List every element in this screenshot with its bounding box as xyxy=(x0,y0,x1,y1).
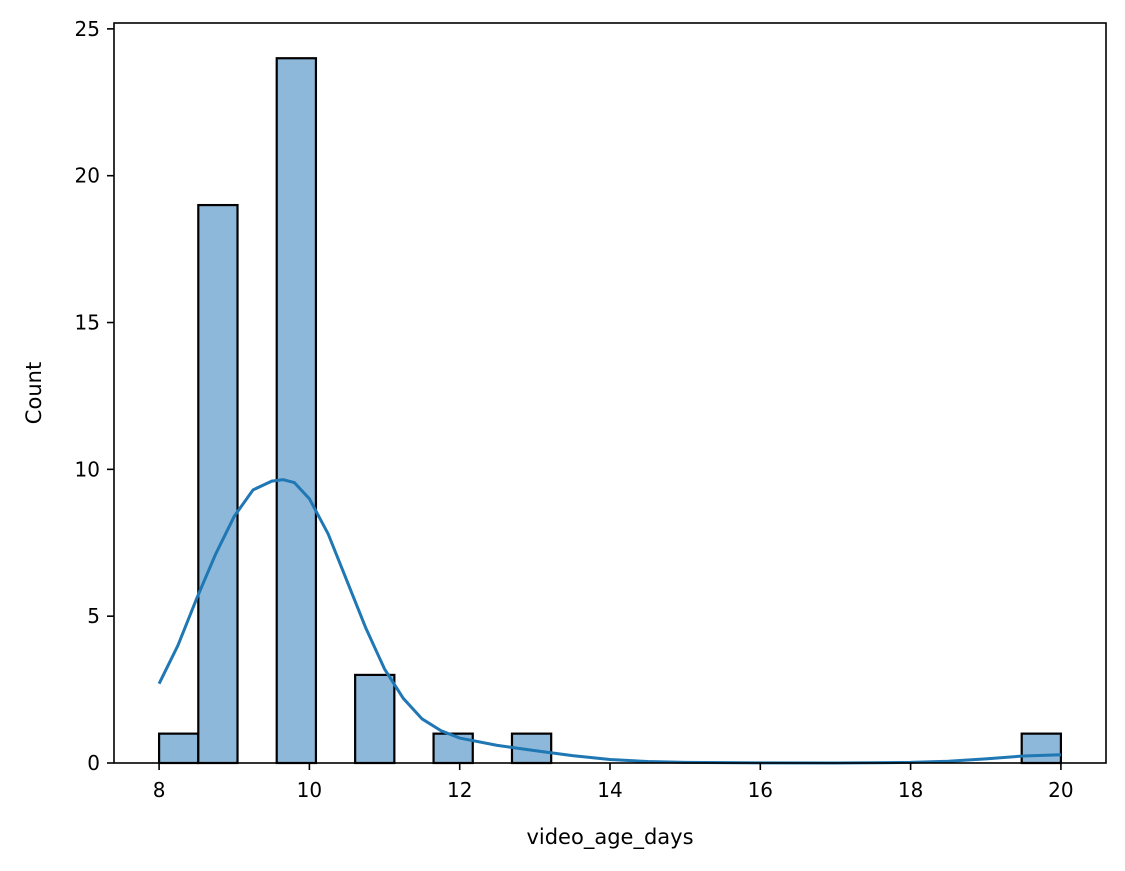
histogram-bar-6 xyxy=(1020,732,1063,765)
y-tick-label-1: 5 xyxy=(87,604,100,628)
x-tick-label-6: 20 xyxy=(1048,778,1073,802)
x-tick-label-0: 8 xyxy=(153,778,166,802)
y-tick-label-4: 20 xyxy=(75,164,100,188)
y-tick-label-2: 10 xyxy=(75,457,100,481)
y-tick-label-0: 0 xyxy=(87,751,100,775)
x-tick-label-4: 16 xyxy=(748,778,773,802)
x-tick-label-2: 12 xyxy=(447,778,472,802)
y-axis-label: Count xyxy=(22,362,46,424)
histogram-bar-3 xyxy=(354,673,396,765)
histogram-bar-0 xyxy=(157,732,200,765)
x-tick-label-1: 10 xyxy=(297,778,322,802)
histogram-bars xyxy=(157,57,1063,765)
y-tick-label-3: 15 xyxy=(75,311,100,335)
histogram-bar-1 xyxy=(197,203,239,765)
y-axis-ticks: 0 5 10 15 20 25 xyxy=(75,17,114,775)
y-tick-label-5: 25 xyxy=(75,17,100,41)
x-axis-label: video_age_days xyxy=(526,825,693,850)
x-axis-ticks: 8 10 12 14 16 18 20 xyxy=(153,763,1074,802)
histogram-bar-2 xyxy=(275,57,318,765)
x-tick-label-5: 18 xyxy=(898,778,923,802)
x-tick-label-3: 14 xyxy=(597,778,622,802)
